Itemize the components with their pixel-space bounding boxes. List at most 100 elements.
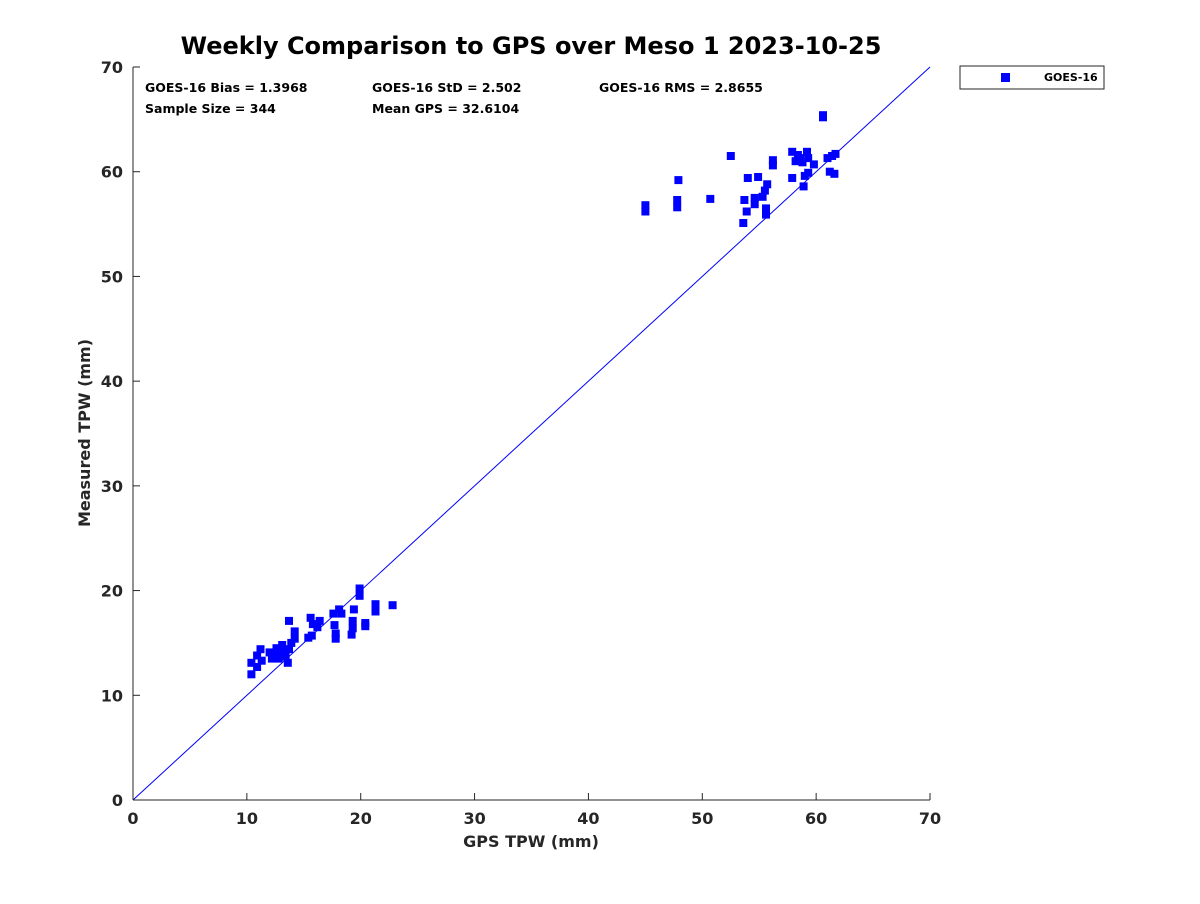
data-point: [760, 186, 769, 195]
x-tick-label: 0: [127, 809, 138, 828]
stat-mean-gps: Mean GPS = 32.6104: [372, 101, 519, 116]
data-point: [256, 645, 265, 654]
legend: GOES-16: [959, 65, 1105, 90]
x-axis-label: GPS TPW (mm): [463, 832, 599, 851]
x-tick-label: 40: [577, 809, 599, 828]
data-point: [329, 609, 338, 618]
y-tick-label: 50: [101, 267, 123, 286]
data-point: [804, 154, 813, 163]
data-point: [819, 111, 827, 120]
data-point: [306, 613, 315, 622]
chart-title: Weekly Comparison to GPS over Meso 1 202…: [181, 32, 882, 60]
x-tick-label: 50: [691, 809, 713, 828]
data-point: [762, 204, 770, 213]
data-point: [706, 194, 715, 203]
data-point: [830, 169, 839, 178]
data-point: [349, 605, 358, 614]
data-point: [674, 176, 683, 185]
x-tick-label: 60: [805, 809, 827, 828]
data-point: [347, 630, 356, 639]
data-point: [257, 656, 266, 665]
data-point: [803, 147, 811, 156]
data-point: [796, 154, 805, 163]
data-point: [371, 607, 380, 616]
data-point: [355, 584, 364, 593]
legend-marker-goes16: [1001, 73, 1010, 82]
data-point: [388, 601, 397, 610]
legend-box: [959, 65, 1105, 90]
y-tick-label: 70: [101, 58, 123, 77]
data-point: [831, 149, 840, 158]
data-point: [278, 647, 287, 656]
data-point: [274, 654, 283, 663]
data-point: [750, 193, 759, 202]
stat-rms: GOES-16 RMS = 2.8655: [599, 80, 763, 95]
data-point: [763, 180, 772, 189]
data-point: [641, 207, 650, 216]
data-point: [253, 663, 262, 671]
stat-bias: GOES-16 Bias = 1.3968: [145, 80, 307, 95]
data-point: [754, 173, 763, 181]
data-point: [348, 616, 357, 625]
data-point: [361, 619, 370, 627]
y-axis-ticks: 0 10 20 30 40 50 60 70: [101, 58, 140, 810]
x-tick-label: 70: [919, 809, 941, 828]
data-point: [804, 168, 813, 177]
stat-sample-size: Sample Size = 344: [145, 101, 276, 116]
data-point: [253, 651, 262, 660]
stats-block: GOES-16 Bias = 1.3968 GOES-16 StD = 2.50…: [145, 80, 763, 116]
data-point: [265, 648, 274, 657]
one-to-one-reference-line: [132, 66, 931, 801]
y-tick-label: 60: [101, 163, 123, 182]
data-point: [740, 196, 749, 204]
data-point: [788, 147, 797, 156]
data-points-layer: [247, 111, 840, 679]
data-point: [825, 167, 834, 176]
data-point: [791, 157, 800, 166]
data-point: [743, 174, 752, 182]
data-point: [768, 161, 777, 170]
data-point: [315, 616, 324, 625]
data-point: [278, 641, 287, 649]
data-point: [371, 600, 380, 609]
data-point: [307, 631, 316, 640]
data-point: [331, 634, 340, 643]
data-point: [798, 158, 807, 167]
data-point: [272, 644, 281, 653]
data-point: [348, 624, 357, 633]
data-point: [673, 196, 682, 204]
data-point: [287, 638, 296, 647]
data-point: [283, 658, 292, 667]
x-tick-label: 20: [350, 809, 372, 828]
data-point: [285, 645, 293, 654]
y-axis-label: Measured TPW (mm): [75, 339, 94, 527]
data-point: [823, 154, 832, 163]
data-point: [335, 605, 344, 614]
x-tick-label: 30: [463, 809, 485, 828]
data-point: [788, 174, 797, 182]
data-point: [290, 634, 299, 643]
data-point: [313, 623, 322, 632]
x-axis-ticks: 0 10 20 30 40 50 60 70: [127, 793, 941, 828]
y-tick-label: 20: [101, 582, 123, 601]
y-tick-label: 30: [101, 477, 123, 496]
data-point: [758, 192, 767, 201]
stat-std: GOES-16 StD = 2.502: [372, 80, 521, 95]
data-point: [799, 182, 808, 191]
data-point: [331, 629, 340, 638]
reference-line-layer: [132, 66, 931, 801]
data-point: [290, 627, 299, 636]
data-point: [355, 591, 364, 600]
data-point: [247, 658, 256, 667]
data-point: [641, 201, 650, 210]
data-point: [739, 219, 748, 227]
data-point: [285, 616, 293, 625]
data-point: [768, 156, 777, 165]
data-point: [330, 621, 339, 630]
data-point: [809, 160, 818, 169]
y-tick-label: 0: [112, 791, 123, 810]
data-point: [281, 652, 290, 661]
